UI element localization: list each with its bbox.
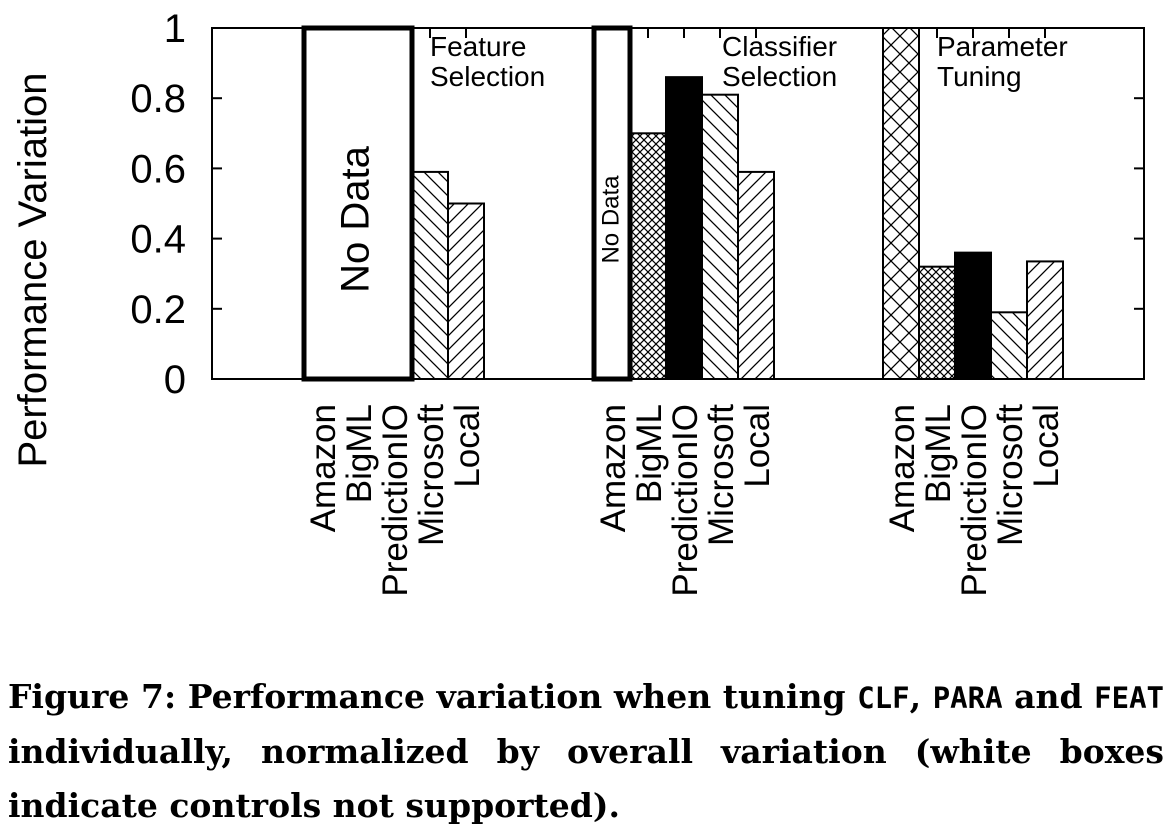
x-tick-label: Local: [1027, 404, 1066, 488]
caption-code-feat: FEAT: [1094, 681, 1164, 715]
x-tick-label: Microsoft: [702, 404, 741, 546]
group-title-line: Feature: [430, 31, 527, 62]
x-tick-label: Local: [448, 404, 487, 488]
y-tick-label: 0: [164, 358, 186, 402]
bar-predictionio: [954, 251, 992, 380]
y-tick-label: 0.4: [130, 218, 186, 262]
x-tick-label: PredictionIO: [955, 404, 994, 597]
x-tick-label: Microsoft: [412, 404, 451, 546]
no-data-box: [591, 25, 633, 382]
bar-microsoft: [411, 170, 449, 380]
x-tick-label: Local: [738, 404, 777, 488]
x-tick-label: Amazon: [883, 404, 922, 532]
x-tick-label: PredictionIO: [376, 404, 415, 597]
bar-bigml: [629, 132, 667, 380]
x-tick-label: BigML: [919, 404, 958, 503]
bar-microsoft: [701, 93, 739, 380]
x-tick-label: PredictionIO: [666, 404, 705, 597]
x-tick-label: Amazon: [594, 404, 633, 532]
caption-code-clf: CLF: [857, 681, 910, 715]
no-data-label: No Data: [597, 175, 624, 264]
bar-amazon: [882, 27, 920, 380]
caption-sep2: and: [1002, 677, 1095, 716]
bar-microsoft: [990, 311, 1028, 380]
x-tick-label: Microsoft: [991, 404, 1030, 546]
x-tick-label: Amazon: [304, 404, 343, 532]
group-title-line: Tuning: [937, 61, 1022, 92]
caption-code-para: PARA: [932, 681, 1003, 715]
bar-local: [737, 170, 775, 380]
x-tick-label: BigML: [630, 404, 669, 503]
y-tick-label: 1: [164, 7, 186, 51]
caption-sep1: ,: [909, 677, 933, 716]
caption-prefix: Figure 7: Performance variation when tun…: [8, 677, 858, 716]
no-data-label: No Data: [334, 145, 378, 292]
plot-frame: [211, 27, 1145, 380]
caption-suffix: individually, normalized by overall vari…: [8, 732, 1164, 825]
group-title-line: Parameter: [937, 31, 1068, 62]
figure-caption: Figure 7: Performance variation when tun…: [8, 670, 1164, 833]
group-title-line: Selection: [430, 61, 545, 92]
bar-bigml: [918, 265, 956, 380]
bar-local: [447, 202, 485, 380]
y-tick-label: 0.8: [130, 77, 186, 121]
group-title-line: Classifier: [722, 31, 837, 62]
bar-predictionio: [665, 76, 703, 380]
bar-local: [1026, 260, 1064, 381]
y-tick-label: 0.2: [130, 288, 186, 332]
x-tick-label: BigML: [340, 404, 379, 503]
group-title-line: Selection: [722, 61, 837, 92]
y-axis-label: Performance Variation: [11, 73, 55, 468]
y-tick-label: 0.6: [130, 147, 186, 191]
